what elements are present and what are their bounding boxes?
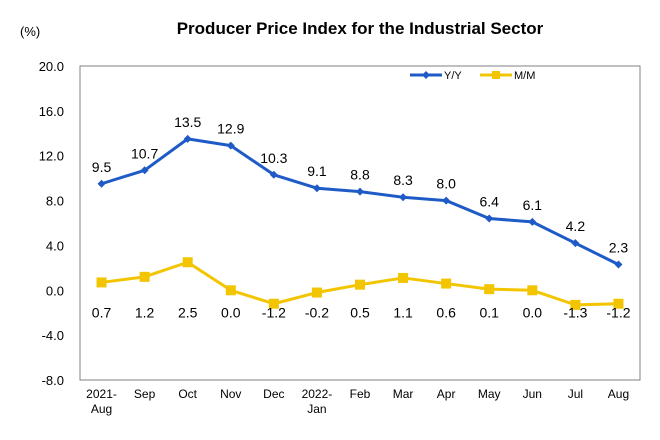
x-tick-label: Sep	[134, 387, 156, 401]
data-point-yy	[442, 196, 451, 205]
legend-marker-mm	[492, 71, 500, 79]
data-label-yy: 8.0	[436, 176, 456, 192]
y-tick-label: -8.0	[42, 373, 64, 388]
data-point-mm	[96, 277, 107, 288]
x-tick-label: May	[478, 387, 501, 401]
data-point-yy	[528, 217, 537, 226]
data-point-yy	[226, 141, 235, 150]
data-label-mm: 0.0	[221, 304, 241, 320]
data-point-yy	[183, 134, 192, 143]
data-label-yy: 4.2	[566, 218, 586, 234]
data-label-yy: 2.3	[609, 239, 629, 255]
data-point-mm	[613, 298, 624, 309]
data-label-mm: -1.2	[262, 304, 286, 320]
data-label-mm: 0.5	[350, 304, 370, 320]
x-tick-label: Oct	[178, 387, 197, 401]
data-point-mm	[484, 284, 495, 295]
x-tick-label: Jun	[523, 387, 542, 401]
y-tick-label: 4.0	[46, 238, 64, 253]
data-label-yy: 10.3	[260, 150, 287, 166]
data-label-mm: -1.3	[563, 304, 587, 320]
data-point-yy	[269, 170, 278, 179]
data-label-yy: 6.4	[479, 194, 499, 210]
data-point-mm	[527, 285, 538, 296]
data-point-mm	[441, 278, 452, 289]
y-tick-label: 0.0	[46, 283, 64, 298]
x-tick-label: Jan	[307, 402, 326, 416]
y-tick-label: 12.0	[39, 149, 64, 164]
data-label-mm: 0.0	[523, 304, 543, 320]
legend-marker-yy	[422, 71, 430, 79]
data-label-mm: 1.1	[393, 304, 413, 320]
legend-label-yy: Y/Y	[444, 70, 462, 82]
data-point-mm	[355, 279, 365, 290]
data-label-yy: 8.3	[393, 172, 413, 188]
data-point-mm	[182, 257, 193, 268]
x-tick-label: Nov	[220, 387, 241, 401]
x-tick-label: Dec	[263, 387, 284, 401]
y-axis-unit: (%)	[20, 24, 40, 39]
x-tick-label: Aug	[608, 387, 629, 401]
data-point-mm	[398, 272, 409, 283]
data-label-mm: 0.7	[92, 304, 112, 320]
data-point-mm	[139, 271, 150, 282]
data-label-yy: 10.7	[131, 145, 158, 161]
data-point-yy	[399, 193, 408, 202]
data-point-mm	[225, 285, 236, 296]
data-point-yy	[614, 260, 623, 269]
x-tick-label: Feb	[350, 387, 371, 401]
data-label-yy: 8.8	[350, 167, 370, 183]
x-tick-label: 2022-	[302, 387, 333, 401]
data-label-mm: 1.2	[135, 304, 155, 320]
data-label-yy: 12.9	[217, 121, 244, 137]
data-label-mm: 0.6	[436, 304, 456, 320]
data-point-yy	[312, 184, 321, 193]
data-label-mm: -1.2	[606, 304, 630, 320]
data-point-yy	[140, 166, 149, 175]
data-point-yy	[97, 179, 106, 188]
x-tick-label: Jul	[568, 387, 583, 401]
data-label-mm: 2.5	[178, 304, 198, 320]
data-point-yy	[485, 214, 494, 223]
plot-area-border	[79, 65, 641, 381]
y-tick-label: 16.0	[39, 104, 64, 119]
y-tick-label: 8.0	[46, 194, 64, 209]
chart-title: Producer Price Index for the Industrial …	[177, 19, 544, 38]
x-tick-label: Apr	[437, 387, 456, 401]
x-tick-label: 2021-	[86, 387, 117, 401]
data-label-mm: -0.2	[305, 304, 329, 320]
y-tick-label: 20.0	[39, 59, 64, 74]
data-point-mm	[570, 299, 581, 310]
x-tick-label: Mar	[393, 387, 414, 401]
data-label-yy: 13.5	[174, 114, 201, 130]
data-label-mm: 0.1	[479, 304, 499, 320]
data-label-yy: 6.1	[523, 197, 543, 213]
data-point-mm	[311, 287, 322, 298]
data-label-yy: 9.5	[92, 159, 112, 175]
x-tick-label: Aug	[91, 402, 112, 416]
legend-label-mm: M/M	[514, 70, 535, 82]
data-point-yy	[571, 239, 580, 248]
y-tick-label: -4.0	[42, 328, 64, 343]
data-point-yy	[356, 187, 364, 196]
data-point-mm	[268, 298, 279, 309]
data-label-yy: 9.1	[307, 163, 327, 179]
